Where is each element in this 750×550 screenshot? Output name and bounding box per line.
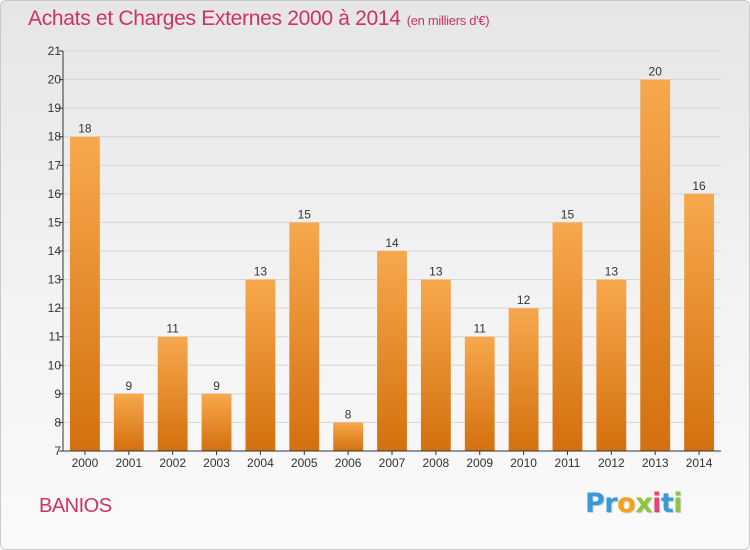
bar-2008 xyxy=(420,279,451,451)
title-text: Achats et Charges Externes 2000 à 2014 xyxy=(28,7,401,30)
bar-value-label: 15 xyxy=(561,207,575,221)
y-tick-label: 18 xyxy=(48,130,62,144)
y-tick-label: 12 xyxy=(48,301,62,315)
bar-2000 xyxy=(70,136,100,451)
logo-letter: x xyxy=(635,488,653,519)
bar-value-label: 9 xyxy=(213,379,220,393)
x-tick-label: 2009 xyxy=(466,456,493,470)
bar-2011 xyxy=(552,222,583,451)
x-tick-label: 2006 xyxy=(335,456,362,470)
logo-letter: o xyxy=(617,488,636,519)
y-tick-label: 7 xyxy=(54,444,61,458)
bar-2003 xyxy=(201,393,232,451)
bar-value-label: 11 xyxy=(166,322,179,336)
bar-2009 xyxy=(464,336,495,451)
logo-letter: i xyxy=(652,488,661,519)
bar-2012 xyxy=(596,279,627,451)
commune-name: BANIOS xyxy=(39,495,112,517)
bar-2014 xyxy=(684,193,714,451)
x-tick-label: 2012 xyxy=(598,456,625,470)
x-tick-label: 2004 xyxy=(247,456,274,470)
bar-value-label: 15 xyxy=(298,207,312,221)
chart-title: Achats et Charges Externes 2000 à 2014 (e… xyxy=(28,7,490,31)
y-tick-label: 13 xyxy=(48,273,62,287)
y-tick-label: 20 xyxy=(48,73,62,87)
y-tick-label: 11 xyxy=(49,330,62,344)
bar-value-label: 20 xyxy=(649,65,663,79)
bar-2007 xyxy=(377,251,407,451)
x-tick-label: 2011 xyxy=(555,456,581,470)
bar-value-label: 13 xyxy=(254,265,268,279)
x-axis: 2000 2001 2002 2003 2004 2005 2006 2007 2008 2009… xyxy=(63,450,721,470)
logo-letter: t xyxy=(660,488,674,519)
bar-value-label: 8 xyxy=(345,407,352,421)
bar-value-label: 12 xyxy=(517,293,531,307)
bar-2002 xyxy=(157,336,188,451)
x-tick-label: 2001 xyxy=(115,456,142,470)
chart-subtitle: (en milliers d'€) xyxy=(406,13,490,28)
x-tick-label: 2005 xyxy=(291,456,318,470)
proxiti-logo[interactable]: Proxiti xyxy=(585,488,683,519)
bar-value-label: 16 xyxy=(692,179,706,193)
bar-2005 xyxy=(289,222,320,451)
y-tick-label: 19 xyxy=(48,101,62,115)
bar-value-label: 13 xyxy=(429,265,443,279)
bar-2010 xyxy=(508,308,539,451)
y-tick-label: 21 xyxy=(48,44,62,58)
y-tick-label: 14 xyxy=(48,244,62,258)
logo-letter: P xyxy=(585,488,605,519)
bar-value-label: 18 xyxy=(78,122,92,136)
x-tick-label: 2000 xyxy=(72,456,99,470)
x-tick-label: 2008 xyxy=(423,456,450,470)
x-tick-label: 2003 xyxy=(203,456,230,470)
bar-2004 xyxy=(245,279,276,451)
y-tick-label: 10 xyxy=(48,358,62,372)
bar-2013 xyxy=(640,79,671,452)
bar-value-label: 14 xyxy=(385,236,399,250)
bar-value-label: 11 xyxy=(473,322,486,336)
y-axis: 7 8 9 10 11 12 13 14 15 16 17 18 19 20 21 xyxy=(48,44,64,458)
bar-value-label: 9 xyxy=(125,379,132,393)
y-tick-label: 17 xyxy=(48,158,62,172)
bar-2006 xyxy=(333,422,364,451)
x-tick-label: 2002 xyxy=(159,456,186,470)
y-tick-label: 16 xyxy=(48,187,62,201)
logo-letter: r xyxy=(604,488,618,519)
x-tick-label: 2010 xyxy=(510,456,537,470)
x-tick-label: 2013 xyxy=(642,456,669,470)
y-tick-label: 8 xyxy=(54,415,61,429)
x-tick-label: 2007 xyxy=(379,456,406,470)
y-tick-label: 9 xyxy=(54,387,61,401)
y-tick-label: 15 xyxy=(48,215,62,229)
bar-2001 xyxy=(113,393,144,451)
bars: 18 9 11 9 13 15 8 14 13 11 12 15 13 20 16 xyxy=(70,65,714,452)
logo-letter: i xyxy=(673,488,683,519)
bar-value-label: 13 xyxy=(605,265,619,279)
x-tick-label: 2014 xyxy=(686,456,713,470)
